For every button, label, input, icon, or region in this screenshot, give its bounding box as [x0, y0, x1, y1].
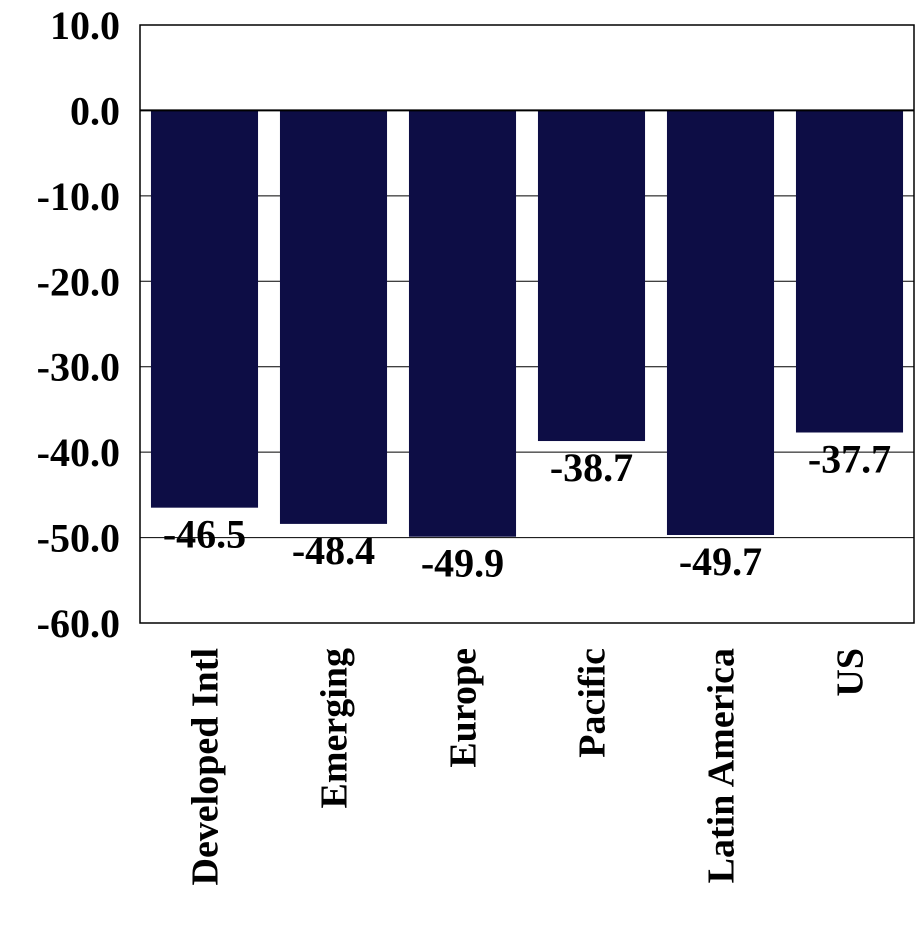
- bars: [150, 110, 904, 537]
- data-label: -49.7: [679, 539, 762, 584]
- x-category-label: Pacific: [572, 648, 614, 758]
- y-axis-tick-labels: 10.0 0.0 -10.0 -20.0 -30.0 -40.0 -50.0 -60.0: [37, 3, 120, 646]
- bar: [150, 110, 259, 508]
- y-tick-label: -40.0: [37, 430, 120, 475]
- bar: [795, 110, 904, 433]
- bar: [666, 110, 775, 536]
- plot-frame: [139, 24, 915, 624]
- data-label: -48.4: [292, 528, 375, 573]
- x-category-label: Latin America: [701, 648, 743, 883]
- data-labels: -46.5 -48.4 -49.9 -38.7 -49.7 -37.7: [163, 436, 891, 585]
- bar: [537, 110, 646, 442]
- data-label: -46.5: [163, 512, 246, 557]
- data-label: -37.7: [808, 436, 891, 481]
- gridlines: [140, 195, 914, 539]
- data-label: -38.7: [550, 445, 633, 490]
- y-tick-label: -60.0: [37, 601, 120, 646]
- x-category-label: Developed Intl: [185, 648, 227, 886]
- y-tick-label: -20.0: [37, 259, 120, 304]
- x-category-label: US: [830, 648, 872, 697]
- y-tick-label: -10.0: [37, 174, 120, 219]
- bar: [279, 110, 388, 524]
- y-tick-label: -50.0: [37, 516, 120, 561]
- x-category-label: Emerging: [314, 648, 356, 808]
- data-label: -49.9: [421, 541, 504, 586]
- plot-area: [140, 25, 914, 623]
- y-tick-label: -30.0: [37, 345, 120, 390]
- bar: [408, 110, 517, 537]
- y-tick-label: 10.0: [50, 3, 120, 48]
- x-axis-category-labels: Developed Intl Emerging Europe Pacific Latin…: [185, 648, 872, 886]
- y-tick-label: 0.0: [70, 88, 120, 133]
- x-category-label: Europe: [443, 648, 485, 768]
